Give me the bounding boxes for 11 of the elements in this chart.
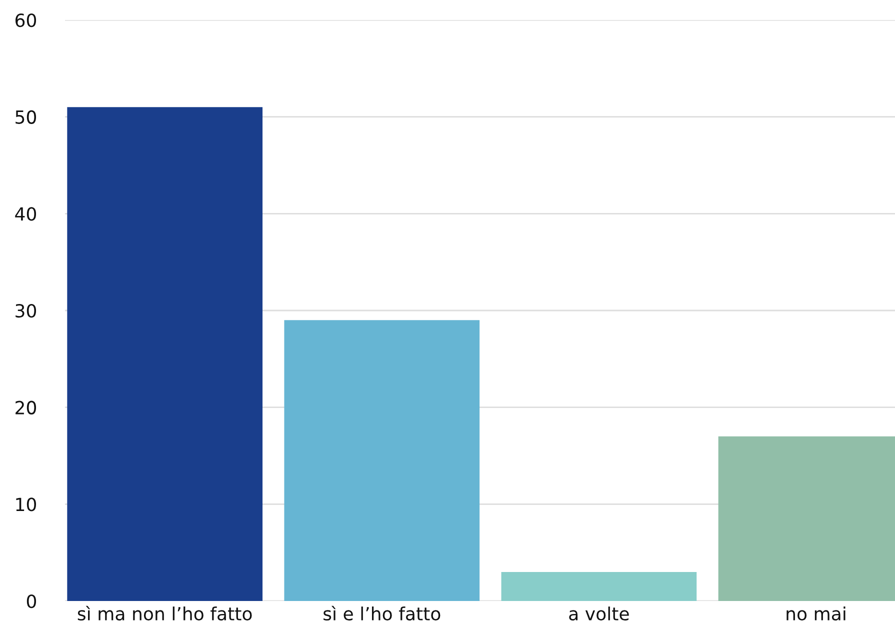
y-tick-label: 30 [16, 304, 36, 318]
x-tick-label: sì ma non l’ho fatto [78, 606, 252, 621]
x-tick-label: a volte [569, 606, 629, 621]
y-tick-label: 50 [16, 110, 36, 124]
x-tick-label: sì e l’ho fatto [324, 606, 440, 621]
y-tick-label: 40 [15, 207, 36, 221]
y-tick-label: 10 [16, 498, 36, 512]
x-tick-label: no mai [786, 606, 846, 621]
y-tick-label: 0 [26, 594, 36, 608]
y-tick-label: 20 [16, 400, 36, 414]
y-tick-label: 60 [16, 13, 36, 28]
